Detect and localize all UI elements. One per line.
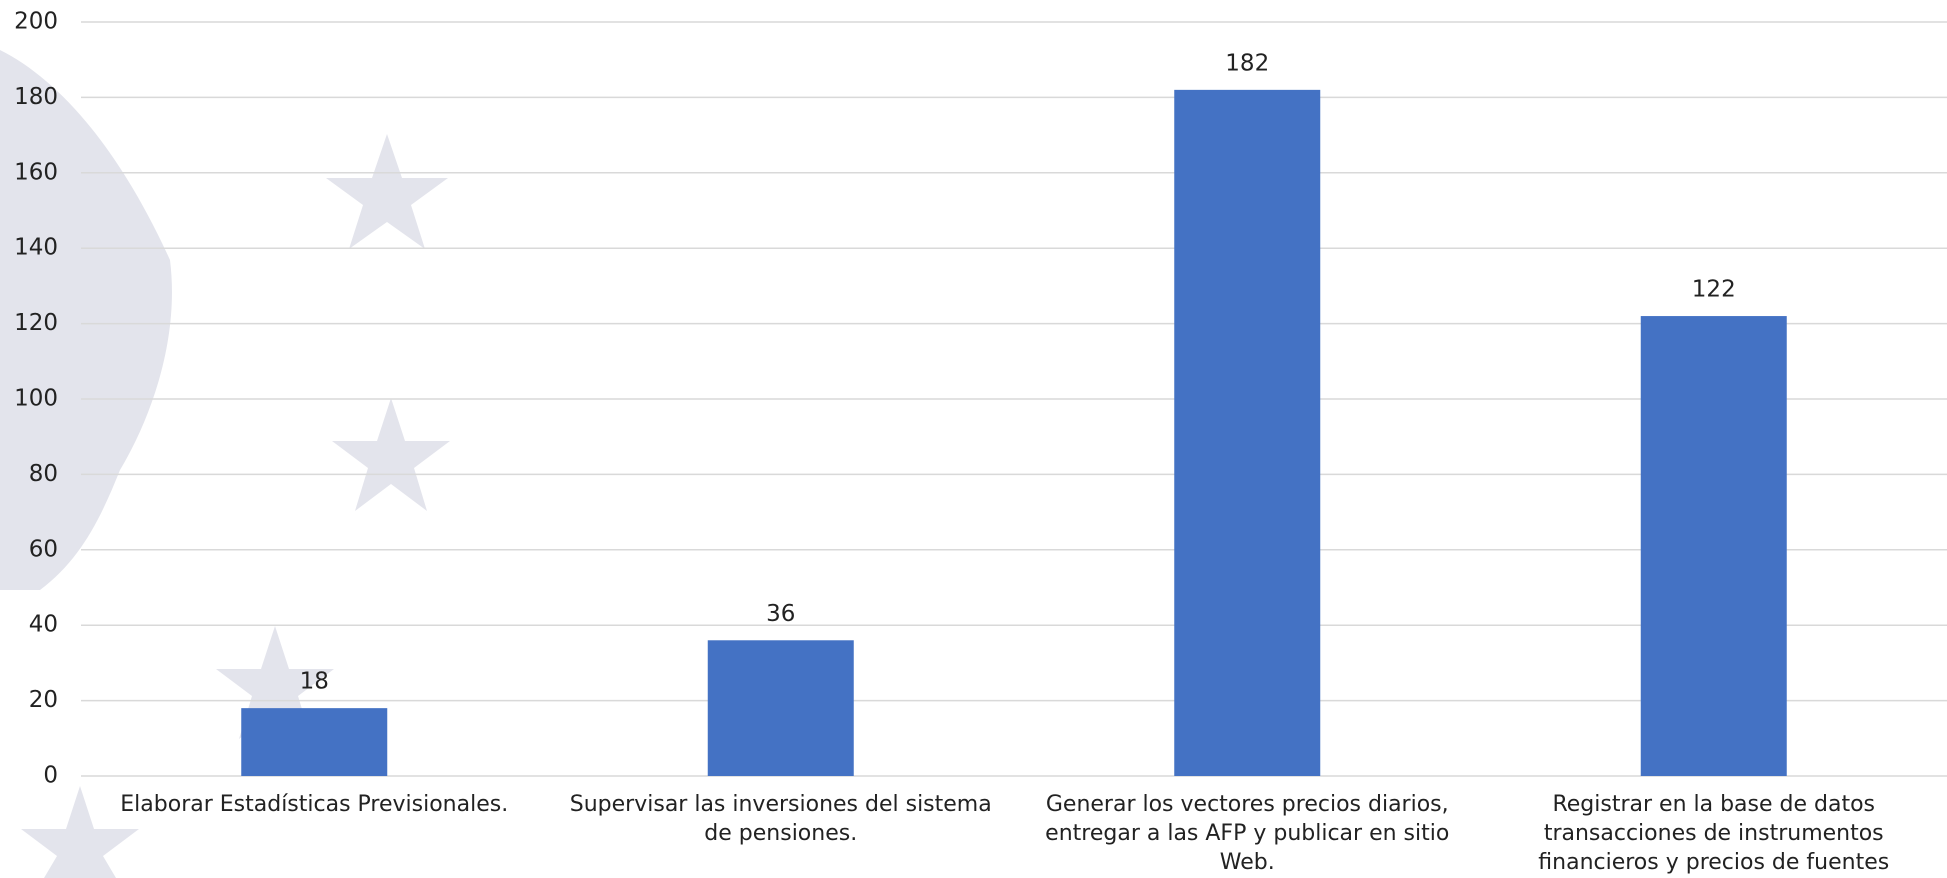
data-label: 182 xyxy=(1225,50,1269,76)
y-tick-label: 200 xyxy=(14,9,58,35)
y-tick-label: 20 xyxy=(29,687,58,713)
y-tick-label: 0 xyxy=(43,763,58,789)
bar xyxy=(1640,316,1787,776)
y-tick-label: 60 xyxy=(29,536,58,562)
x-tick-label: Elaborar Estadísticas Previsionales. xyxy=(120,792,509,817)
data-label: 18 xyxy=(300,669,329,695)
bar xyxy=(241,708,388,776)
y-tick-label: 120 xyxy=(14,310,58,336)
y-tick-label: 180 xyxy=(14,84,58,110)
bar xyxy=(1174,89,1321,777)
y-tick-label: 100 xyxy=(14,386,58,412)
x-tick-label: Supervisar las inversiones del sistema d… xyxy=(569,792,992,846)
y-tick-label: 140 xyxy=(14,235,58,261)
x-tick-label: Generar los vectores precios diarios, en… xyxy=(1045,792,1450,875)
y-tick-label: 160 xyxy=(14,159,58,185)
background-decoration xyxy=(0,50,450,878)
y-tick-label: 80 xyxy=(29,461,58,487)
data-label: 36 xyxy=(766,601,795,627)
bar xyxy=(707,640,854,776)
y-tick-label: 40 xyxy=(29,612,58,638)
x-tick-label: Registrar en la base de datos transaccio… xyxy=(1538,792,1890,875)
data-label: 122 xyxy=(1692,277,1736,303)
